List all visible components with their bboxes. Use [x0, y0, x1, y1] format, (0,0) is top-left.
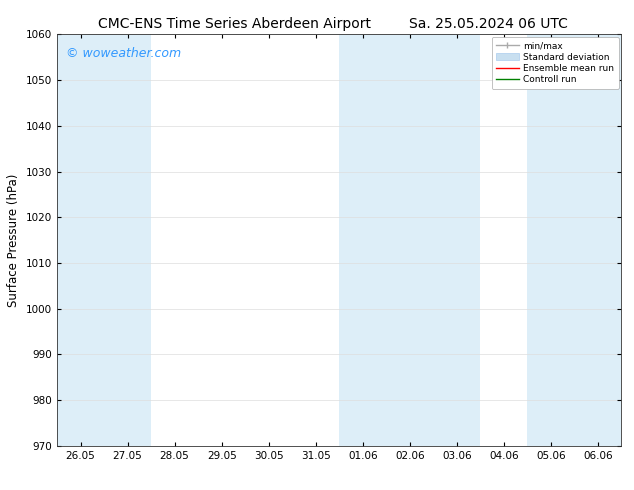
Bar — [57, 34, 151, 446]
Legend: min/max, Standard deviation, Ensemble mean run, Controll run: min/max, Standard deviation, Ensemble me… — [491, 37, 619, 89]
Text: © woweather.com: © woweather.com — [65, 47, 181, 60]
Text: Sa. 25.05.2024 06 UTC: Sa. 25.05.2024 06 UTC — [409, 17, 567, 31]
Bar — [339, 34, 480, 446]
Bar — [527, 34, 621, 446]
Title: CMC-ENS Time Series Aberdeen Airport      Sa. 25.05.2024 06 UTC: CMC-ENS Time Series Aberdeen Airport Sa.… — [0, 489, 1, 490]
Text: CMC-ENS Time Series Aberdeen Airport: CMC-ENS Time Series Aberdeen Airport — [98, 17, 371, 31]
Y-axis label: Surface Pressure (hPa): Surface Pressure (hPa) — [8, 173, 20, 307]
